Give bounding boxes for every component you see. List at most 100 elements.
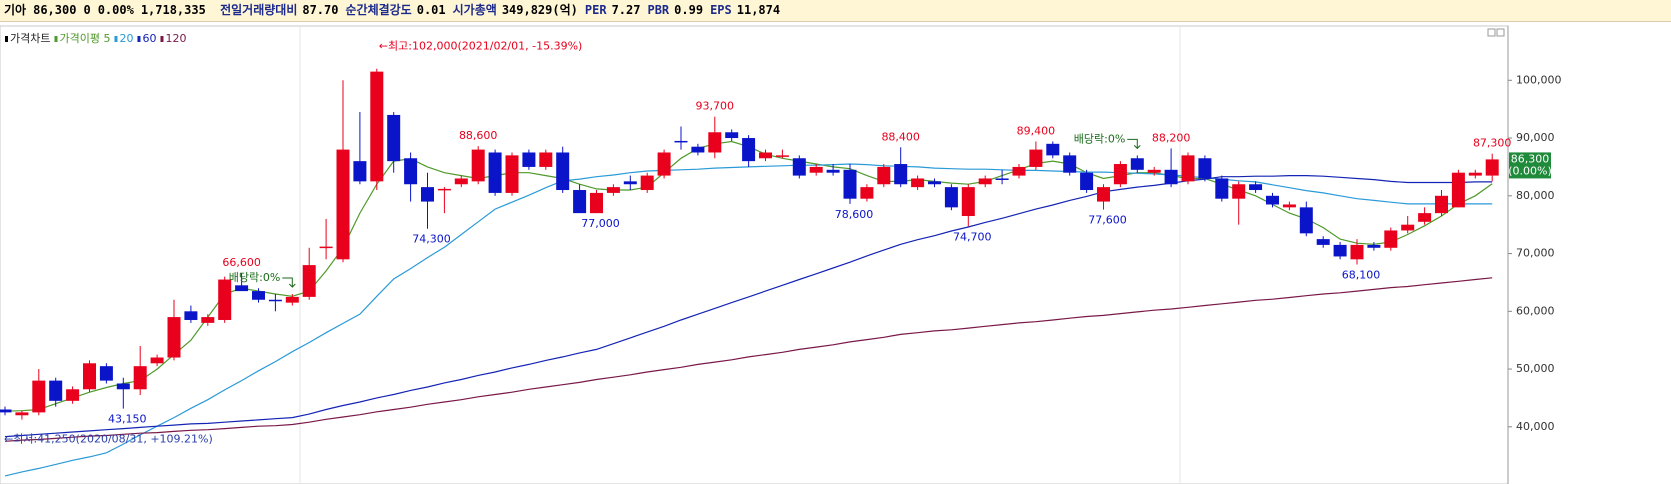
candle-body (387, 114, 401, 162)
quote-label: 전일거래량대비 (220, 3, 298, 17)
legend-swatch (54, 36, 58, 42)
quote-value: 11,874 (736, 3, 781, 17)
event-arrow (282, 277, 296, 288)
candle-body (894, 164, 908, 185)
y-tick-label: 70,000 (1516, 247, 1555, 260)
candle-body (235, 285, 249, 292)
candle-body (1435, 195, 1448, 214)
candle-body (66, 389, 80, 401)
candle-body (742, 138, 756, 162)
volume: 1,718,335 (140, 3, 206, 17)
candle-body (1164, 169, 1178, 185)
moving-average-line (4, 175, 1493, 438)
candle-body (1418, 213, 1432, 222)
candle-body (573, 190, 587, 214)
candle-body (83, 363, 96, 390)
candle-body (1046, 143, 1060, 156)
low-label: 77,600 (1088, 214, 1127, 227)
legend-swatch (5, 36, 8, 42)
candle-body (1113, 164, 1127, 185)
candle-body (539, 152, 553, 167)
candle-body (49, 380, 63, 401)
candle-body (218, 279, 232, 320)
candle-body (302, 265, 316, 297)
candle-body (1316, 239, 1330, 245)
candle-body (1012, 166, 1026, 176)
candle-body (606, 187, 620, 193)
quote-label: PBR (647, 3, 670, 17)
candle-body (116, 383, 130, 390)
candle-body (99, 366, 113, 381)
quote-value: 87.70 (302, 3, 339, 17)
candle-body (285, 296, 299, 303)
candle-body (1468, 172, 1482, 176)
quote-label: 시가총액 (452, 3, 497, 17)
candle-body (809, 166, 823, 173)
candle-body (928, 181, 941, 185)
candle-body (1080, 172, 1094, 191)
legend-label: 60 (142, 32, 156, 45)
candle-body (877, 166, 891, 185)
candle-body (1215, 178, 1229, 199)
low-label: 43,150 (108, 413, 147, 426)
candle-body (1384, 230, 1398, 248)
chart: 가격차트 가격이평 5 20 60 120 40,000 50,000 60,000 70,0… (0, 25, 1562, 484)
candle-body (437, 188, 451, 191)
candle-body (505, 155, 519, 193)
legend-label: 가격차트 (10, 32, 50, 45)
candle-body (1350, 244, 1364, 260)
candle-body (336, 149, 350, 260)
moving-average-line (4, 277, 1493, 442)
plot-area (0, 25, 1509, 484)
price: 86,300 (33, 3, 77, 17)
candle-body (353, 161, 367, 182)
candle-body (826, 169, 840, 173)
candle-body (471, 149, 485, 182)
candle-body (911, 178, 925, 188)
candle-body (1299, 207, 1313, 234)
candle-body (843, 169, 857, 199)
candle-body (590, 192, 603, 214)
candle-body (15, 412, 29, 416)
price-tag-change: (0.00%) (1508, 164, 1552, 177)
legend: 가격차트 가격이평 5 20 60 120 (5, 32, 186, 45)
candle-body (1367, 244, 1381, 248)
quote-label: PER (584, 3, 607, 17)
event-label: 배당락:0% (229, 271, 281, 284)
max-annotation: ←최고:102,000(2021/02/01, -15.39%) (379, 40, 583, 53)
price-tag-label: 86,300 (1511, 152, 1550, 165)
change-rate: 0.00% (97, 3, 134, 17)
candle-body (1232, 184, 1246, 199)
candle-body (0, 409, 12, 413)
candle-body (1063, 155, 1077, 173)
candle-body (184, 311, 198, 320)
price-tag (1509, 152, 1551, 179)
candle-body (167, 317, 181, 358)
candle-body (319, 246, 333, 249)
high-label: 88,600 (459, 129, 498, 142)
y-tick-label: 100,000 (1516, 73, 1562, 86)
stock-name: 기아 (4, 3, 27, 17)
candle-body (1333, 244, 1347, 257)
quote-value: 7.27 (611, 3, 641, 17)
candle-body (1401, 224, 1415, 231)
legend-label: 20 (119, 32, 133, 45)
legend-label: 120 (165, 32, 186, 45)
candle-body (133, 366, 147, 390)
candle-body (421, 187, 434, 202)
candle-body (150, 357, 164, 364)
legend-swatch (114, 36, 118, 42)
high-label: 66,600 (222, 256, 261, 269)
candle-body (674, 140, 688, 143)
candle-body (1147, 169, 1161, 173)
candle-body (370, 71, 384, 182)
quote-label: EPS (710, 3, 732, 17)
window-button[interactable] (1487, 28, 1496, 37)
window-button[interactable] (1496, 28, 1505, 37)
candle-body (252, 291, 265, 300)
y-tick-label: 90,000 (1516, 131, 1555, 144)
event-label: 배당락:0% (1074, 132, 1126, 145)
candle-body (961, 187, 975, 217)
legend-label: 가격이평 5 (59, 32, 110, 45)
candle-body (860, 187, 874, 199)
